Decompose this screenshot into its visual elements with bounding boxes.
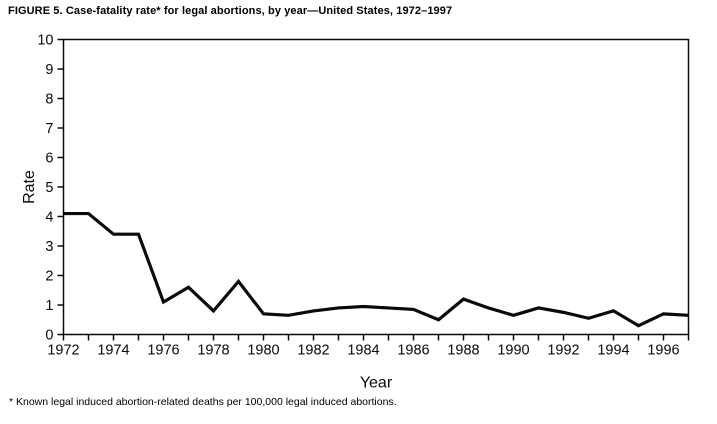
y-axis-tick-label: 2 <box>45 269 53 285</box>
x-axis-tick-label: 1976 <box>147 343 179 359</box>
y-axis-tick-label: 10 <box>37 33 53 49</box>
y-axis-tick-label: 4 <box>45 210 53 226</box>
x-axis-tick-label: 1992 <box>547 343 579 359</box>
x-axis-tick-label: 1988 <box>447 343 479 359</box>
y-axis-tick-label: 5 <box>45 180 53 196</box>
footnote: * Known legal induced abortion-related d… <box>9 396 397 408</box>
case-fatality-rate-line <box>63 211 689 328</box>
x-axis-tick-label: 1982 <box>297 343 329 359</box>
plot-border <box>62 38 690 336</box>
x-axis-tick-label: 1980 <box>247 343 279 359</box>
x-axis-tick-label: 1994 <box>597 343 629 359</box>
x-axis-tick-label: 1984 <box>347 343 379 359</box>
figure-title: FIGURE 5. Case-fatality rate* for legal … <box>8 5 453 17</box>
y-axis-title: Rate <box>21 170 38 204</box>
x-axis-tick-label: 1974 <box>97 343 129 359</box>
x-axis-tick-label: 1978 <box>197 343 229 359</box>
y-axis-tick-label: 9 <box>45 62 53 78</box>
y-axis-tick-label: 0 <box>45 328 53 344</box>
y-axis-tick-label: 8 <box>45 92 53 108</box>
x-axis-title: Year <box>360 375 393 392</box>
y-axis-tick-label: 7 <box>45 121 53 137</box>
y-axis-tick-label: 3 <box>45 239 53 255</box>
x-axis-tick-label: 1990 <box>497 343 529 359</box>
x-axis-tick-label: 1972 <box>47 343 79 359</box>
x-axis-tick-label: 1986 <box>397 343 429 359</box>
y-axis-tick-label: 6 <box>45 151 53 167</box>
y-axis-tick-label: 1 <box>45 298 53 314</box>
x-axis-tick-label: 1996 <box>647 343 679 359</box>
